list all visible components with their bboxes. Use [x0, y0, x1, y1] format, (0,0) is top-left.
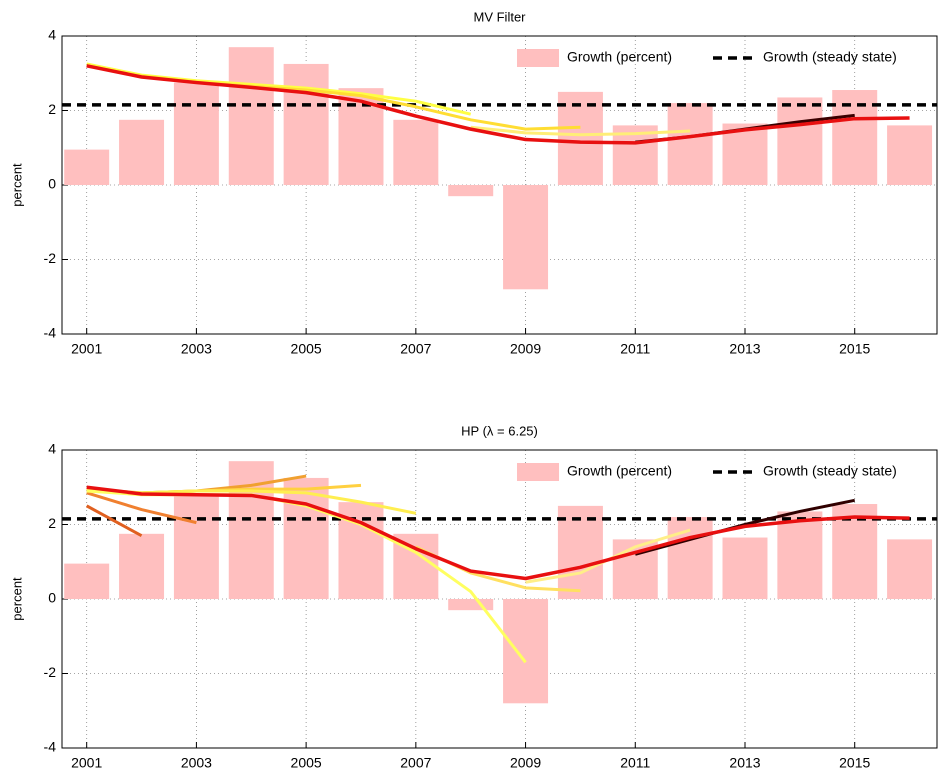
bar	[228, 47, 274, 185]
trend-line	[86, 64, 910, 145]
bar	[448, 185, 494, 197]
legend-swatch	[517, 463, 559, 481]
bar	[503, 599, 549, 704]
x-tick-label: 2011	[620, 341, 650, 357]
trend-line	[470, 125, 691, 137]
chart-title: HP (λ = 6.25)	[461, 423, 538, 438]
legend-swatch	[517, 49, 559, 67]
legend-label: Growth (steady state)	[763, 49, 897, 65]
bar	[448, 599, 494, 611]
y-tick-label: -4	[44, 739, 57, 755]
trend-line	[86, 491, 197, 525]
bar	[393, 119, 439, 185]
x-tick-label: 2001	[71, 755, 102, 771]
bar	[503, 185, 549, 290]
y-axis-label: percent	[9, 577, 24, 621]
axes-box	[61, 35, 938, 335]
legend-label: Growth (steady state)	[763, 463, 897, 479]
bar	[64, 563, 110, 599]
bar	[173, 82, 219, 185]
bar	[667, 517, 713, 599]
x-tick-label: 2015	[839, 755, 870, 771]
bar	[832, 504, 878, 599]
chart-title: MV Filter	[474, 9, 527, 24]
x-tick-label: 2009	[510, 341, 541, 357]
legend-label: Growth (percent)	[567, 49, 672, 65]
x-tick-label: 2013	[729, 755, 760, 771]
bar	[722, 123, 768, 185]
bar	[119, 119, 165, 185]
bar	[173, 496, 219, 599]
bar	[283, 63, 329, 185]
trend-line	[634, 498, 856, 556]
axes-box	[61, 449, 938, 749]
y-tick-label: 2	[48, 101, 56, 117]
y-tick-label: 4	[48, 27, 56, 43]
x-tick-label: 2005	[291, 755, 322, 771]
y-tick-label: -2	[44, 250, 57, 266]
bar	[777, 511, 823, 599]
y-tick-label: 0	[48, 590, 56, 606]
legend-label: Growth (percent)	[567, 463, 672, 479]
x-tick-label: 2015	[839, 341, 870, 357]
bar	[722, 537, 768, 599]
bar	[832, 90, 878, 185]
x-tick-label: 2007	[400, 755, 431, 771]
bar	[64, 149, 110, 185]
x-tick-label: 2013	[729, 341, 760, 357]
x-tick-label: 2005	[291, 341, 322, 357]
y-tick-label: -2	[44, 664, 57, 680]
bar	[887, 539, 933, 599]
y-tick-label: 0	[48, 176, 56, 192]
bar	[777, 97, 823, 185]
x-tick-label: 2001	[71, 341, 102, 357]
y-tick-label: 4	[48, 441, 56, 457]
bar	[557, 91, 603, 185]
bar	[887, 125, 933, 185]
y-tick-label: 2	[48, 515, 56, 531]
x-tick-label: 2003	[181, 755, 212, 771]
y-tick-label: -4	[44, 325, 57, 341]
bar	[283, 477, 329, 599]
y-axis-label: percent	[9, 163, 24, 207]
x-tick-label: 2011	[620, 755, 650, 771]
bar	[667, 103, 713, 185]
bar	[557, 505, 603, 599]
x-tick-label: 2009	[510, 755, 541, 771]
x-tick-label: 2003	[181, 341, 212, 357]
bar	[119, 533, 165, 599]
x-tick-label: 2007	[400, 341, 431, 357]
trend-line	[85, 504, 143, 537]
trend-line	[86, 485, 910, 581]
